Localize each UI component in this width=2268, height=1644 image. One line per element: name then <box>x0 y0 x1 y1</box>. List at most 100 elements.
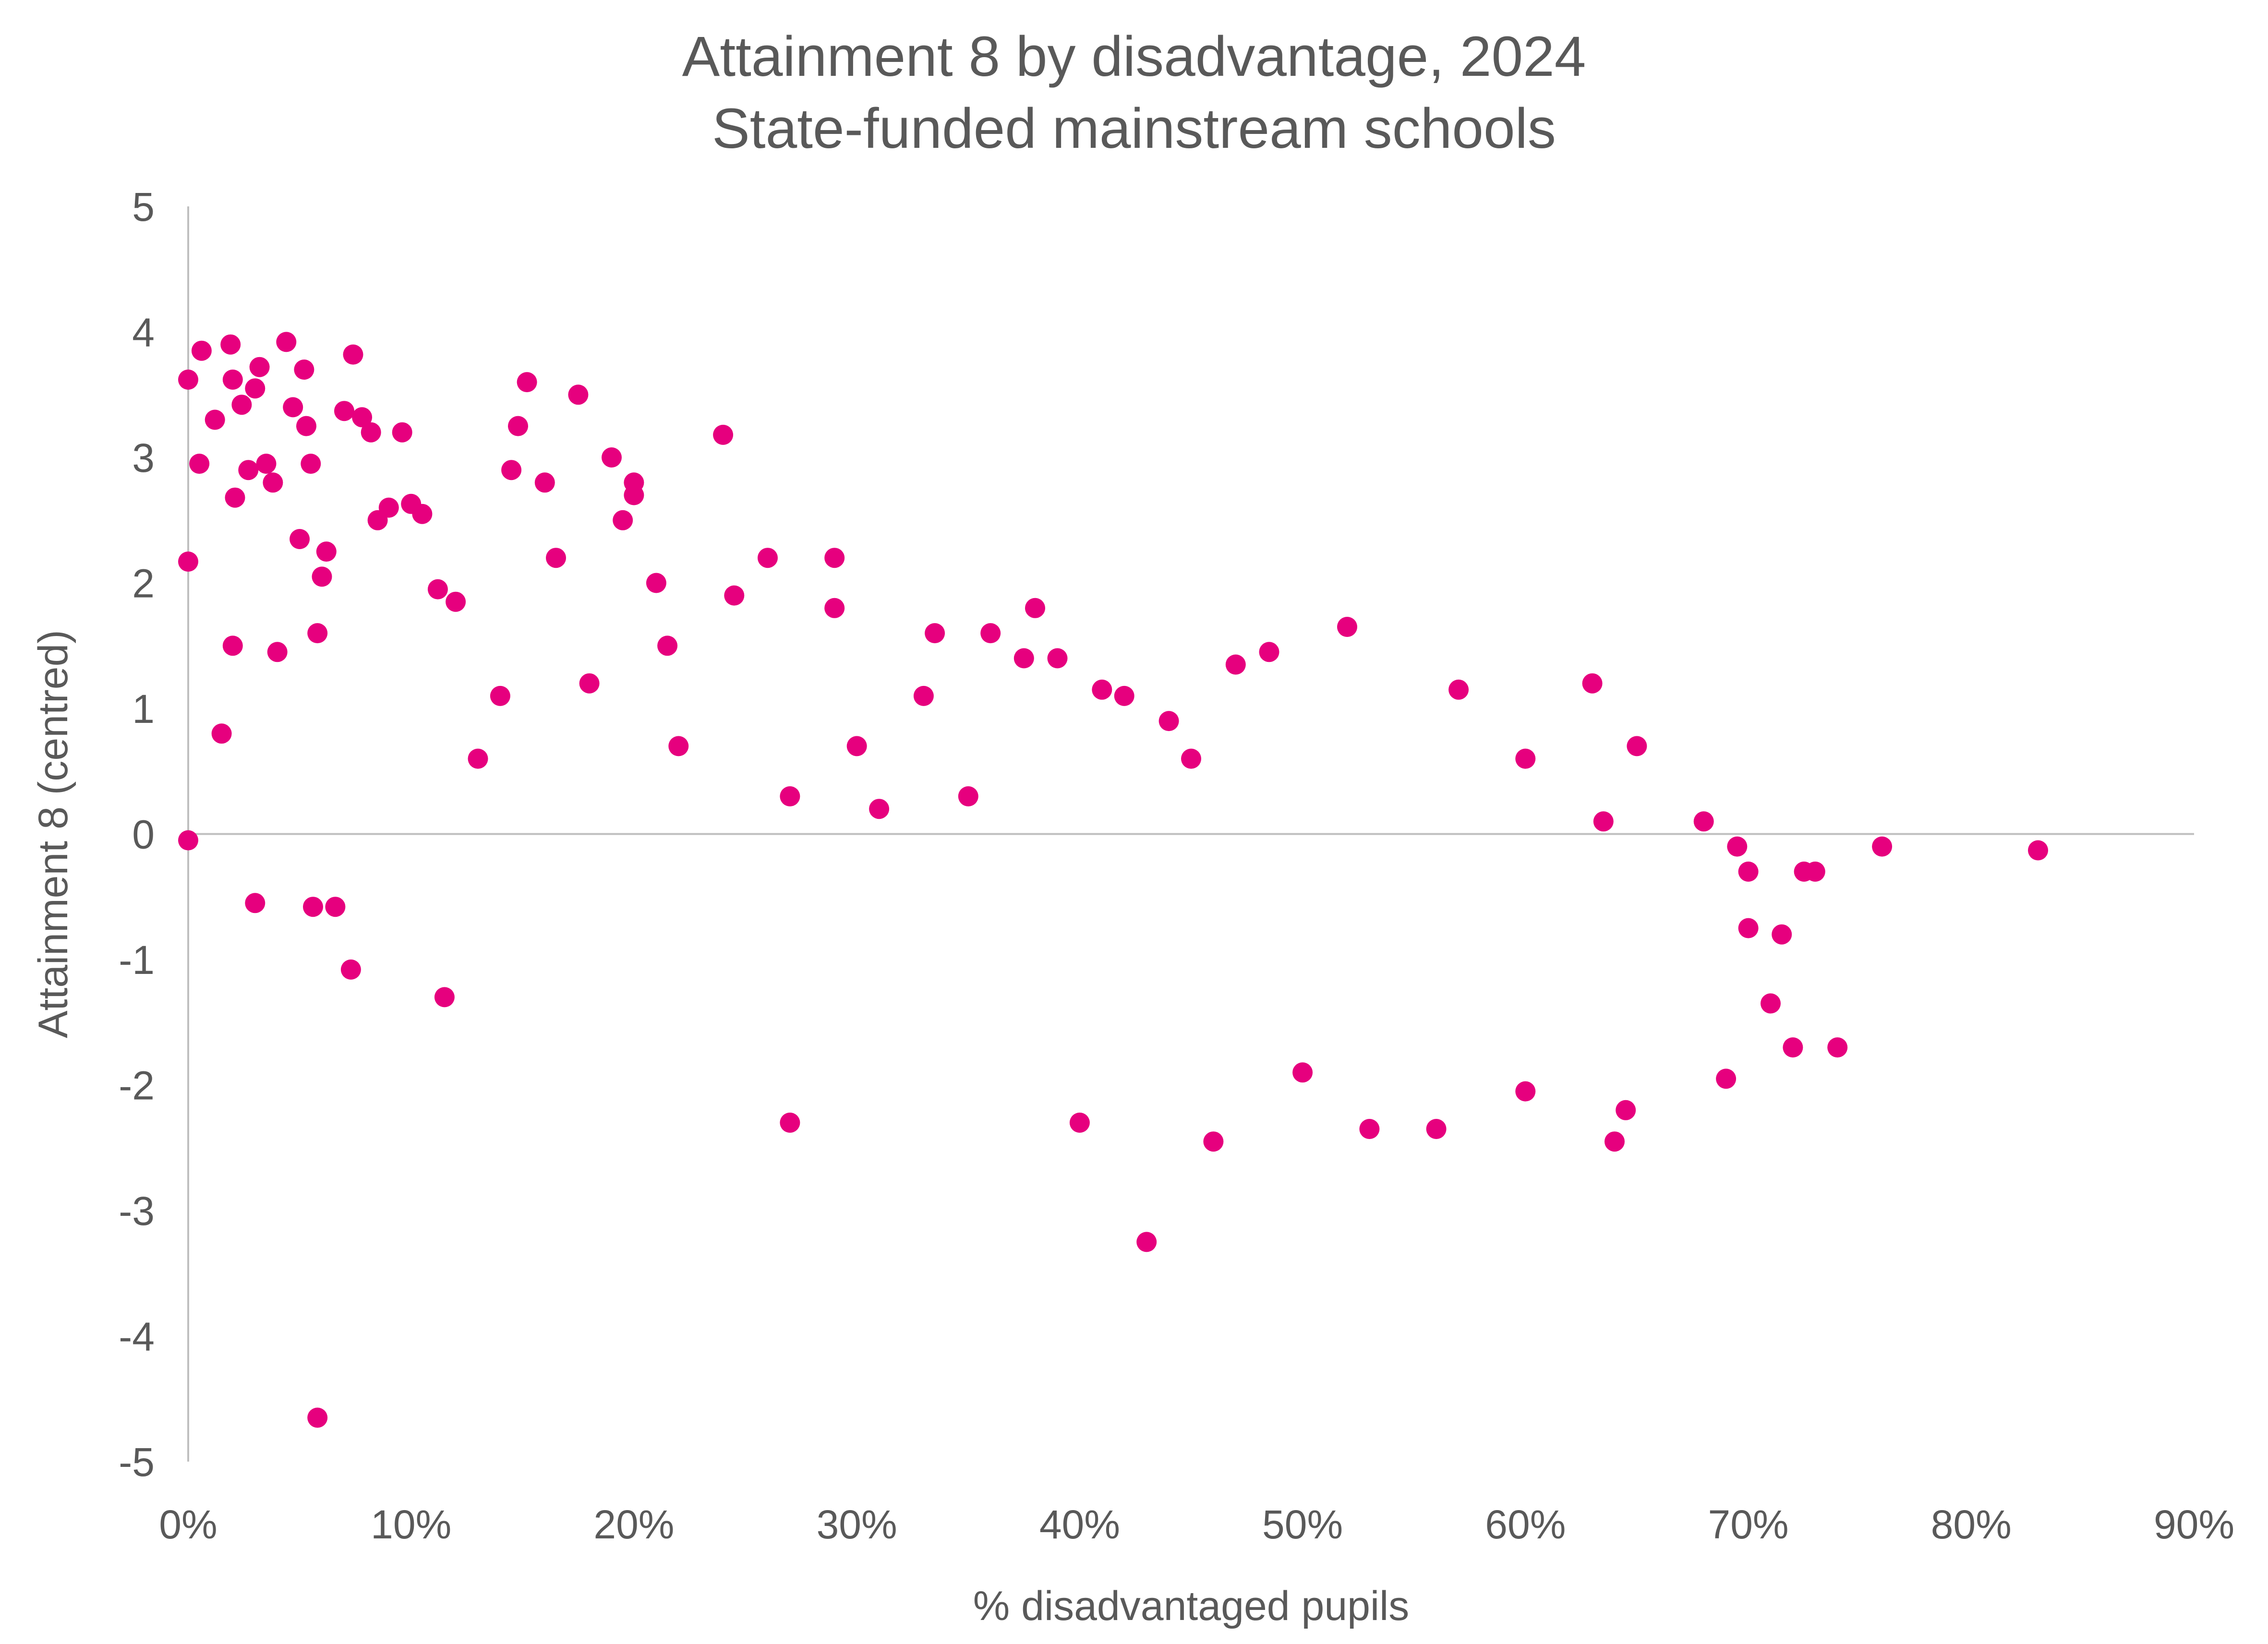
x-tick-label: 20% <box>593 1502 674 1547</box>
data-point <box>780 1112 800 1133</box>
data-point <box>225 487 245 508</box>
data-point <box>267 642 288 662</box>
data-point <box>296 416 316 436</box>
y-tick-label: 5 <box>132 184 155 229</box>
y-tick-label: -3 <box>119 1188 155 1234</box>
data-point <box>1047 648 1068 669</box>
data-point <box>178 830 198 851</box>
data-point <box>980 623 1001 644</box>
data-point <box>490 685 510 706</box>
data-point <box>222 369 243 390</box>
data-point <box>205 409 225 430</box>
data-point <box>276 332 297 352</box>
data-point <box>624 485 644 505</box>
data-point <box>1616 1100 1636 1120</box>
data-point <box>446 591 466 612</box>
data-point <box>340 959 361 980</box>
data-point <box>846 736 867 756</box>
data-point <box>1158 711 1179 732</box>
data-point <box>412 504 433 524</box>
chart-subtitle: State-funded mainstream schools <box>712 97 1556 160</box>
data-point <box>1259 642 1279 662</box>
data-point <box>1426 1119 1447 1139</box>
data-point <box>534 472 555 493</box>
data-point <box>307 1407 328 1428</box>
data-point <box>307 623 328 644</box>
data-point <box>657 636 678 656</box>
y-tick-label: -2 <box>119 1063 155 1108</box>
x-tick-label: 50% <box>1262 1502 1343 1547</box>
data-point <box>1069 1112 1090 1133</box>
y-tick-labels: 5 4 3 2 1 0 -1 -2 -3 -4 -5 <box>119 184 155 1485</box>
data-point <box>913 685 934 706</box>
data-point <box>1772 924 1792 945</box>
data-point <box>517 372 537 393</box>
y-tick-label: 2 <box>132 561 155 606</box>
data-point <box>1292 1062 1313 1083</box>
data-point <box>1225 654 1246 675</box>
data-point <box>602 447 622 468</box>
data-point <box>231 395 252 415</box>
data-point <box>343 344 363 365</box>
y-tick-label: 3 <box>132 435 155 480</box>
data-point <box>434 987 455 1008</box>
data-point <box>508 416 528 436</box>
data-point <box>1582 673 1603 694</box>
data-point <box>427 579 448 600</box>
x-tick-label: 40% <box>1039 1502 1120 1547</box>
data-point <box>1693 811 1714 832</box>
data-points <box>178 332 2048 1428</box>
data-point <box>1114 685 1134 706</box>
data-point <box>1013 648 1034 669</box>
y-tick-label: 0 <box>132 812 155 857</box>
data-point <box>713 424 734 445</box>
x-tick-label: 0% <box>159 1502 217 1547</box>
y-tick-label: -4 <box>119 1314 155 1359</box>
data-point <box>579 673 600 694</box>
data-point <box>238 460 259 480</box>
data-point <box>724 585 745 606</box>
data-point <box>1872 836 1893 857</box>
data-point <box>1761 993 1781 1014</box>
data-point <box>758 548 778 568</box>
x-tick-label: 30% <box>817 1502 897 1547</box>
x-tick-label: 90% <box>2154 1502 2234 1547</box>
data-point <box>189 454 210 474</box>
data-point <box>178 552 198 572</box>
data-point <box>1738 861 1759 882</box>
data-point <box>1716 1068 1737 1089</box>
data-point <box>301 454 321 474</box>
data-point <box>1181 748 1201 769</box>
data-point <box>220 334 241 355</box>
data-point <box>1203 1131 1224 1152</box>
y-tick-label: -1 <box>119 937 155 983</box>
data-point <box>392 422 412 443</box>
data-point <box>378 497 399 518</box>
data-point <box>613 510 633 530</box>
data-point <box>361 422 381 443</box>
y-tick-label: 1 <box>132 686 155 732</box>
data-point <box>263 472 283 493</box>
data-point <box>334 401 354 421</box>
data-point <box>780 786 800 806</box>
chart-title: Attainment 8 by disadvantage, 2024 <box>682 25 1586 88</box>
data-point <box>1448 679 1469 700</box>
data-point <box>312 566 332 587</box>
data-point <box>568 384 589 405</box>
data-point <box>1827 1037 1848 1058</box>
data-point <box>1783 1037 1803 1058</box>
data-point <box>869 799 890 819</box>
data-point <box>1136 1232 1157 1252</box>
data-point <box>546 548 566 568</box>
data-point <box>178 369 198 390</box>
data-point <box>211 723 232 744</box>
data-point <box>245 893 265 913</box>
data-point <box>824 548 845 568</box>
data-point <box>1337 617 1357 637</box>
data-point <box>1515 748 1536 769</box>
y-tick-label: -5 <box>119 1440 155 1485</box>
data-point <box>1627 736 1647 756</box>
data-point <box>1805 861 1825 882</box>
